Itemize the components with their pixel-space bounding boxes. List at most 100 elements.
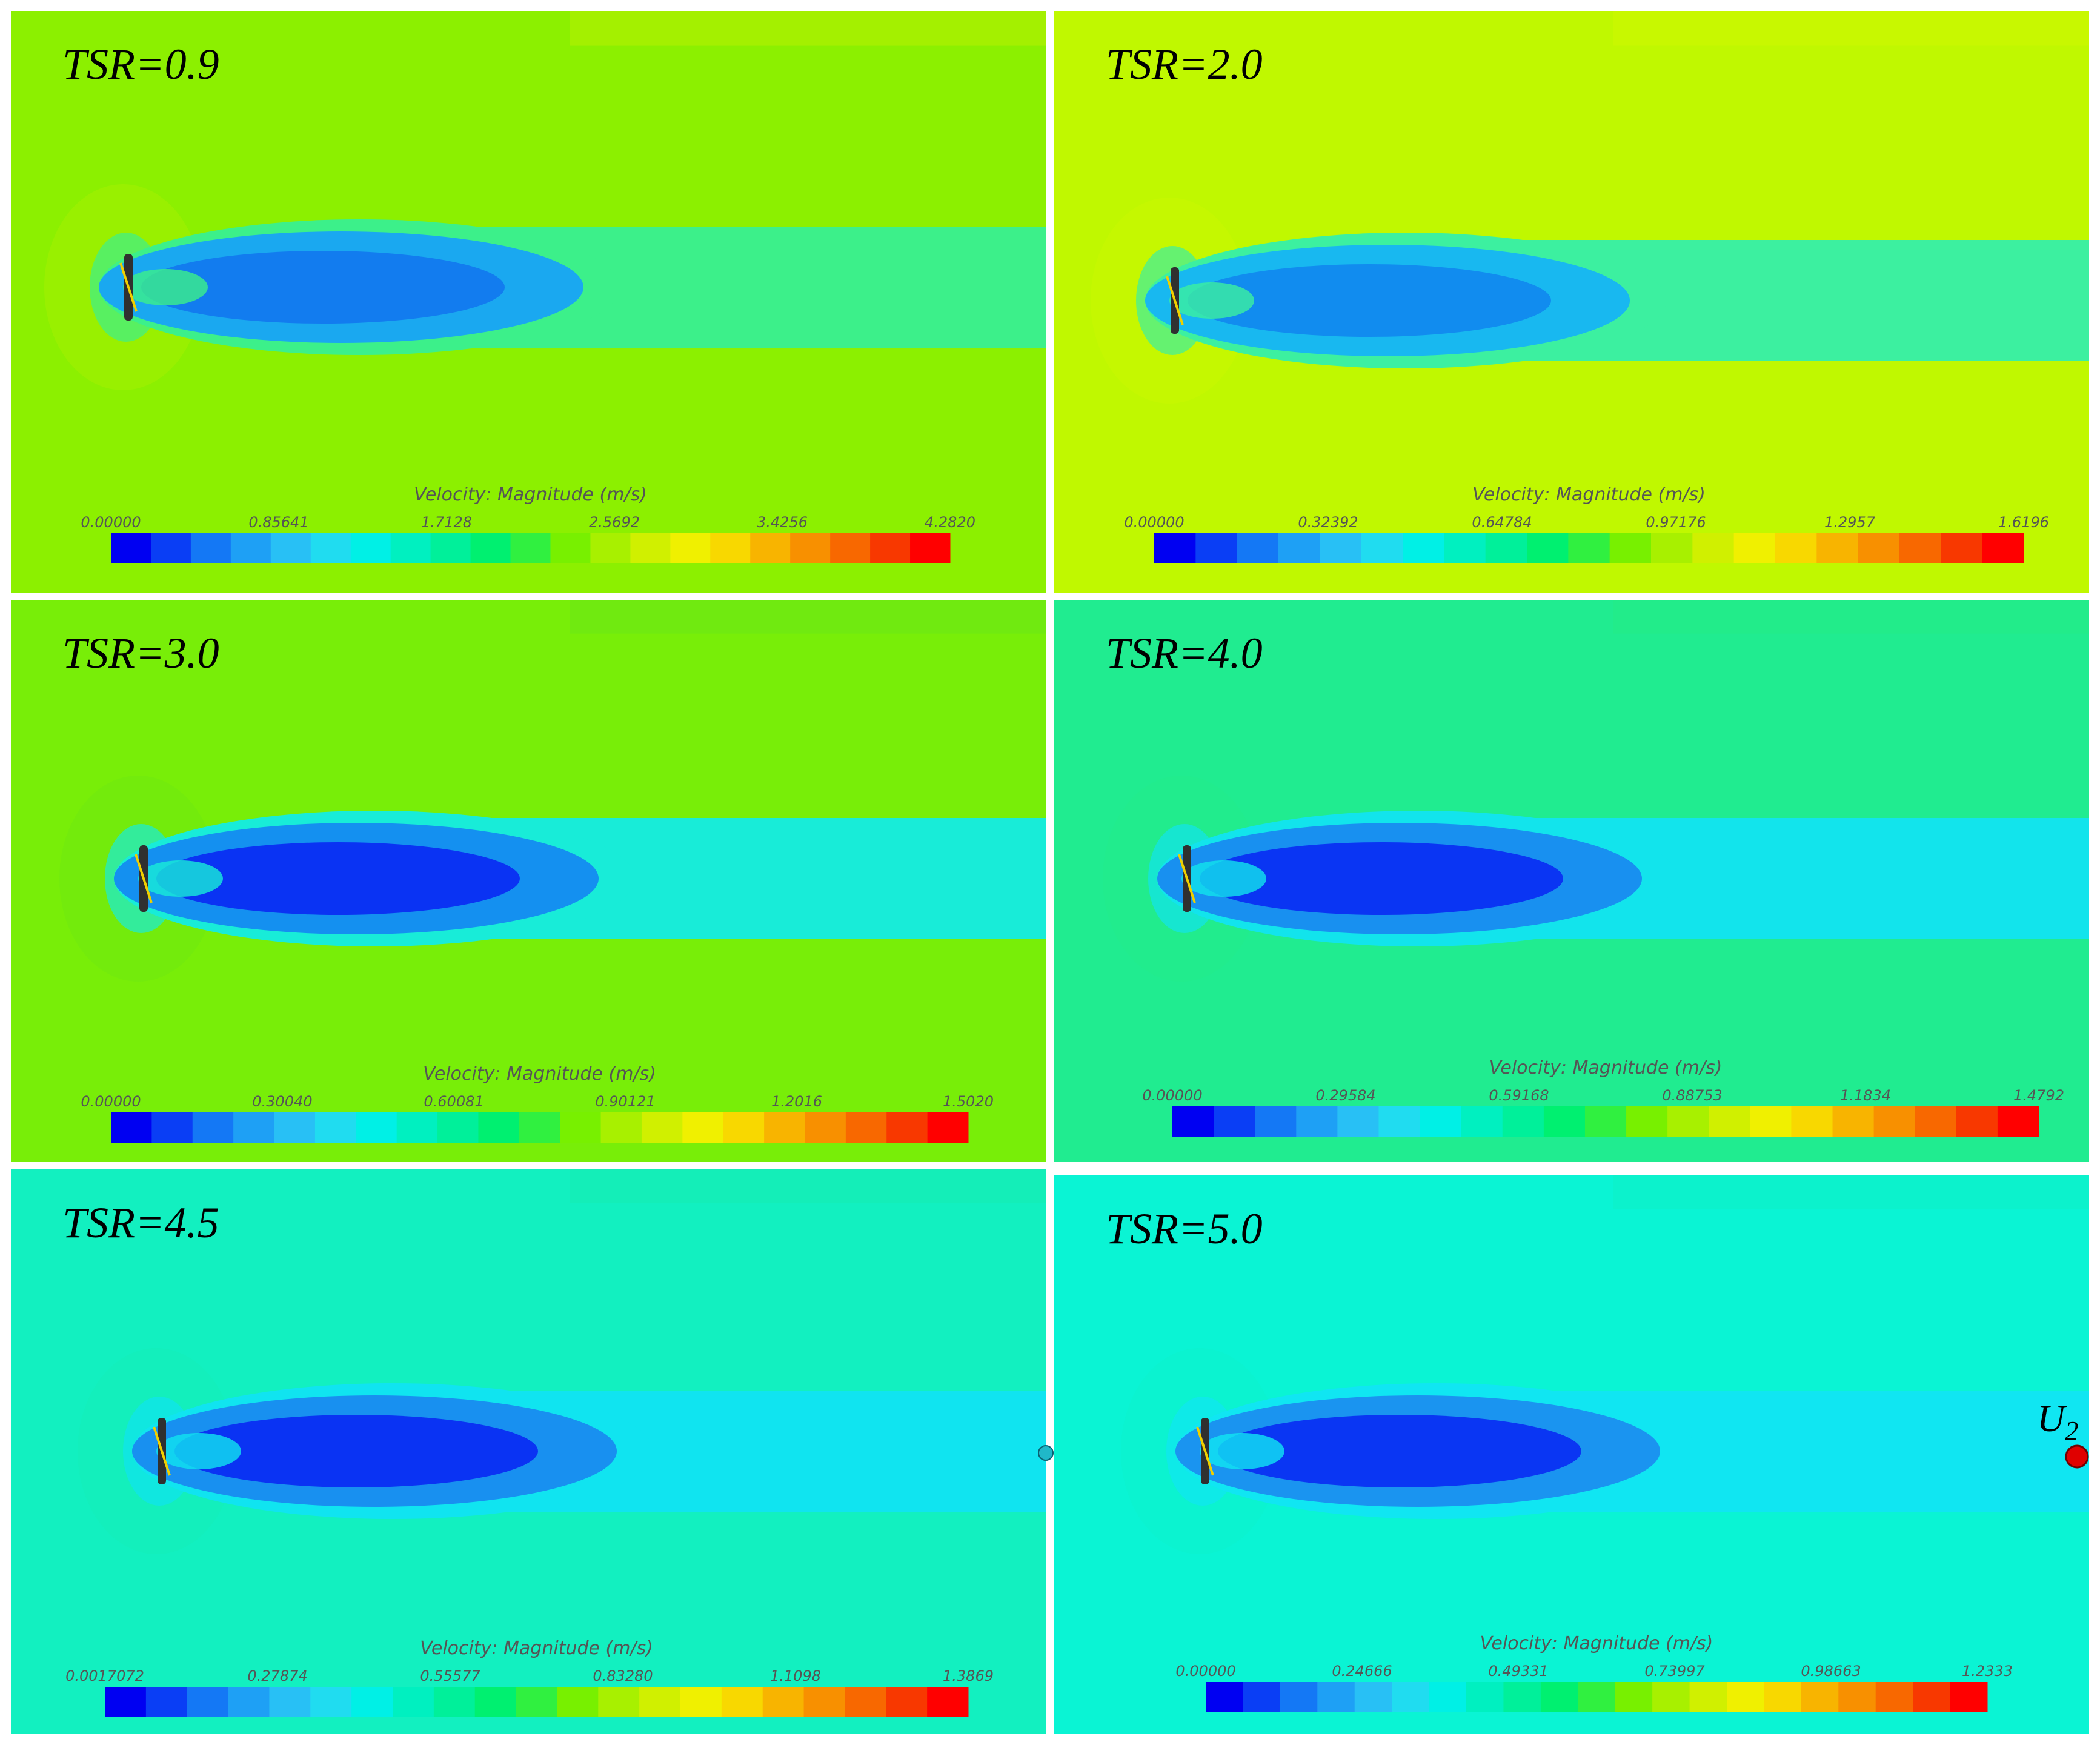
colorbar-swatch	[1858, 533, 1900, 563]
colorbar-tick-label: 0.24666	[1332, 1663, 1392, 1680]
rotor-blade-icon	[1166, 276, 1184, 325]
colorbar-swatch	[721, 1687, 763, 1717]
colorbar-swatch	[111, 1112, 152, 1143]
near-wake-jet	[156, 1433, 241, 1469]
colorbar-swatch	[1540, 1682, 1578, 1712]
colorbar-swatch	[1206, 1682, 1243, 1712]
colorbar-tick-label: 0.64784	[1472, 514, 1532, 531]
panel-6: TSR=5.0 Velocity: Magnitude (m/s) 0.00000 0…	[1054, 1175, 2089, 1734]
panel-field	[11, 1169, 1046, 1734]
colorbar-tick-label: 1.1098	[770, 1667, 821, 1684]
colorbar-swatch	[680, 1687, 722, 1717]
colorbar-swatch	[1502, 1106, 1544, 1137]
colorbar-swatch	[1941, 533, 1983, 563]
colorbar-swatch	[510, 533, 551, 563]
field-upper-band	[1613, 11, 2089, 46]
probe-label: U2	[2037, 1397, 2078, 1446]
field-upper-band	[570, 1169, 1046, 1203]
colorbar-swatch	[1503, 1682, 1541, 1712]
colorbar-swatch	[1466, 1682, 1504, 1712]
colorbar-swatch	[1354, 1682, 1392, 1712]
colorbar-swatch	[1801, 1682, 1839, 1712]
colorbar-swatch	[470, 533, 511, 563]
colorbar-swatch	[1296, 1106, 1338, 1137]
colorbar-tick-label: 1.1834	[1840, 1087, 1891, 1104]
colorbar-swatch	[1444, 533, 1486, 563]
panel-field	[1054, 11, 2089, 593]
probe-label-subscript: 2	[2065, 1416, 2078, 1446]
colorbar-tick-label: 2.5692	[589, 514, 640, 531]
colorbar-swatch	[519, 1112, 560, 1143]
colorbar-swatch	[1485, 533, 1527, 563]
field-upper-band	[570, 600, 1046, 634]
rotor-blade-icon	[135, 854, 153, 903]
colorbar-swatch	[1361, 533, 1403, 563]
colorbar-swatch	[723, 1112, 765, 1143]
wake-deficit	[1188, 264, 1551, 337]
field-upper-band	[570, 11, 1046, 46]
colorbar-swatch	[1915, 1106, 1957, 1137]
colorbar-swatch	[750, 533, 791, 563]
colorbar-title: Velocity: Magnitude (m/s)	[1480, 1633, 1713, 1654]
probe-marker-left	[1038, 1445, 1054, 1461]
colorbar-title: Velocity: Magnitude (m/s)	[420, 1638, 653, 1659]
colorbar-swatch	[1838, 1682, 1876, 1712]
wake-deficit	[174, 1415, 538, 1487]
colorbar-swatch	[1280, 1682, 1318, 1712]
colorbar-swatch	[764, 1112, 805, 1143]
colorbar-swatch	[910, 533, 951, 563]
near-wake-jet	[1181, 860, 1266, 897]
colorbar-tick-label: 1.6196	[1998, 514, 2049, 531]
rotor-blade-icon	[119, 262, 138, 312]
colorbar-swatch	[1154, 533, 1196, 563]
colorbar-tick-label: 1.5020	[943, 1093, 994, 1110]
colorbar-tick-label: 0.90121	[595, 1093, 655, 1110]
rotor-blade-icon	[1196, 1426, 1214, 1476]
colorbar-tick-label: 1.2957	[1824, 514, 1876, 531]
panel-field	[11, 600, 1046, 1162]
colorbar-tick-label: 1.4792	[2013, 1087, 2064, 1104]
colorbar-tick-label: 0.00000	[1142, 1087, 1202, 1104]
colorbar-swatch	[474, 1687, 517, 1717]
wake-deficit	[156, 842, 520, 915]
colorbar-swatch	[310, 533, 351, 563]
colorbar-swatch	[1652, 1682, 1690, 1712]
colorbar-swatch	[230, 533, 271, 563]
colorbar-swatch	[790, 533, 831, 563]
colorbar-tick-label: 0.0017072	[65, 1667, 144, 1684]
colorbar-swatch	[105, 1687, 147, 1717]
colorbar-swatch	[1626, 1106, 1668, 1137]
colorbar-swatch	[557, 1687, 599, 1717]
near-wake-jet	[1169, 282, 1254, 319]
tsr-label: TSR=0.9	[62, 40, 219, 88]
colorbar-swatch	[1764, 1682, 1802, 1712]
colorbar-swatch	[269, 1687, 311, 1717]
colorbar-tick-label: 0.83280	[593, 1667, 653, 1684]
colorbar-tick-label: 4.2820	[925, 514, 975, 531]
field-upper-band	[1613, 1175, 2089, 1209]
colorbar-swatch	[762, 1687, 805, 1717]
colorbar-swatch	[1816, 533, 1859, 563]
colorbar-tick-label: 0.30040	[252, 1093, 312, 1110]
colorbar-swatch	[111, 533, 151, 563]
panel-5: TSR=4.5 Velocity: Magnitude (m/s) 0.001707…	[11, 1169, 1046, 1734]
near-wake-jet	[1200, 1433, 1284, 1469]
colorbar-swatch	[710, 533, 751, 563]
colorbar-swatch	[845, 1687, 886, 1717]
colorbar-swatch	[927, 1687, 969, 1717]
colorbar-tick-label: 0.60081	[424, 1093, 483, 1110]
colorbar-tick-label: 0.73997	[1644, 1663, 1705, 1680]
colorbar-swatch	[886, 1687, 928, 1717]
colorbar-swatch	[1543, 1106, 1586, 1137]
colorbar-swatch	[1791, 1106, 1833, 1137]
colorbar: Velocity: Magnitude (m/s) 0.00000 0.29584 0…	[1142, 1057, 2064, 1137]
colorbar-swatch	[1609, 533, 1652, 563]
colorbar-swatch	[190, 533, 231, 563]
colorbar-swatch	[1527, 533, 1569, 563]
panel-1: TSR=0.9 Velocity: Magnitude (m/s) 0.00000 0…	[11, 11, 1046, 593]
colorbar-title: Velocity: Magnitude (m/s)	[1472, 484, 1706, 505]
colorbar-swatch	[1667, 1106, 1709, 1137]
colorbar: Velocity: Magnitude (m/s) 0.00000 0.30040 0…	[81, 1063, 994, 1143]
colorbar-title: Velocity: Magnitude (m/s)	[414, 484, 647, 505]
colorbar-swatch	[1733, 533, 1776, 563]
